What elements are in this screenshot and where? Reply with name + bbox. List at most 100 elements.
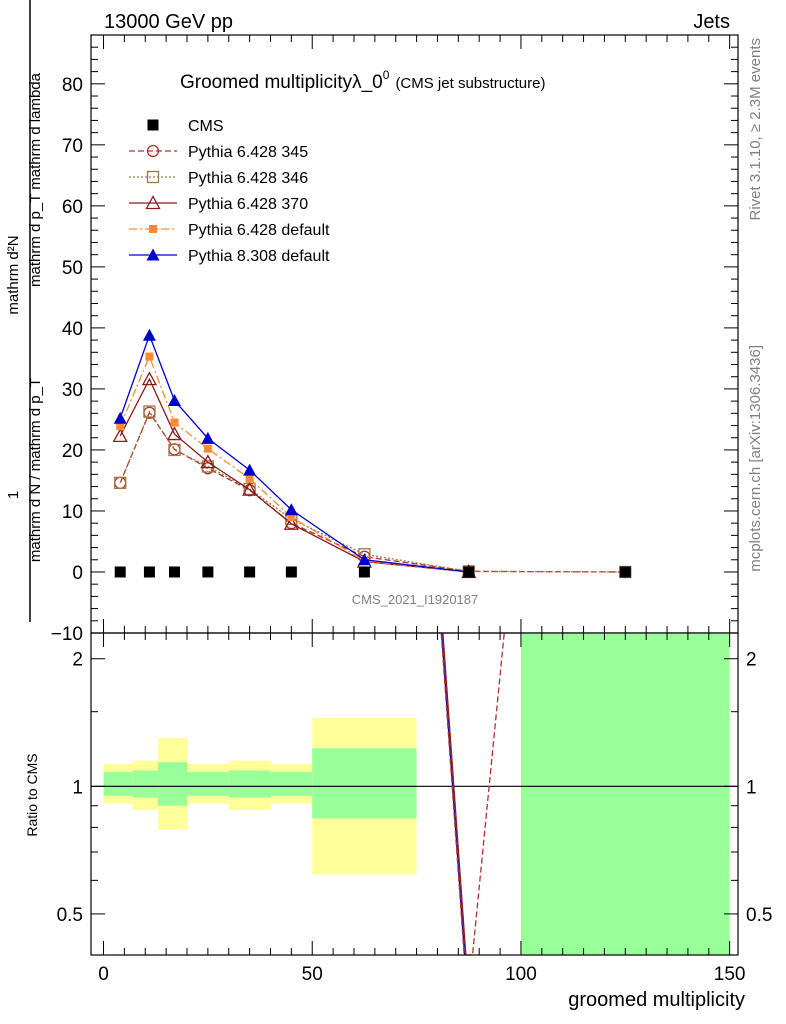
series-line-2 [119,410,626,573]
legend-marker-5 [146,248,160,261]
legend-label-4: Pythia 6.428 default [188,222,330,239]
legend-marker-2 [146,170,160,184]
series-2-point-2 [168,443,181,457]
x-axis-label: groomed multiplicity [568,989,745,1011]
series-0-point-0 [114,566,126,578]
main-y-tick-label: 50 [62,258,83,279]
ratio-inner-band-1 [132,770,158,798]
legend-marker-3 [145,195,161,210]
ratio-inner-band-3 [187,772,229,796]
ratio-inner-band-4 [228,770,271,798]
legend-marker-4 [149,225,157,233]
series-2-point-1 [143,405,156,418]
main-y-tick-label: 60 [62,197,83,218]
header-energy-label: 13000 GeV pp [104,11,233,33]
ylabel-numerator: mathrm d p_T mathrm d lambda [27,72,44,287]
ratio-series-line-2 [440,632,505,956]
series-3-point-5 [283,515,299,530]
series-line-4 [119,354,469,573]
series-line-1 [119,411,626,573]
legend-label-2: Pythia 6.428 346 [188,170,308,187]
ratio-inner-band-2 [157,762,188,806]
main-y-tick-label: 70 [62,136,83,157]
ratio-y-tick-label: 1 [72,777,83,798]
series-4-point-5 [287,513,296,522]
plot-title-superscript: 0 [383,68,390,82]
main-y-tick-label: −10 [51,624,83,645]
header-jets-label: Jets [693,11,730,33]
series-5-point-4 [243,463,257,476]
ratio-y-tick-label-right: 1 [746,777,757,798]
legend-marker-0 [147,119,159,131]
series-0-point-4 [244,566,256,578]
series-3-point-3 [200,454,216,469]
ratio-y-tick-label-right: 2 [746,650,757,671]
series-4-point-0 [116,422,125,431]
legend-label-5: Pythia 8.308 default [188,248,330,265]
main-y-tick-label: 80 [62,75,83,96]
series-0-point-6 [358,566,370,578]
main-y-tick-label: 40 [62,319,83,340]
ylabel-one: 1 [5,491,22,499]
x-tick-label: 150 [714,964,746,985]
main-y-axis-label: mathrm d²N mathrm d p_T mathrm d lambda … [5,0,44,622]
plot-title-main: Groomed multiplicityλ_0 [180,72,383,93]
series-5-point-5 [284,503,298,516]
series-2-point-0 [114,476,127,490]
x-tick-label: 0 [98,964,109,985]
main-y-tick-label: 20 [62,441,83,462]
ylabel-denominator: mathrm d N / mathrm d p_T [27,378,44,562]
ylabel-numerator-top: mathrm d²N [5,235,22,314]
analysis-watermark: CMS_2021_I1920187 [352,592,479,607]
ratio-series-line-1 [442,632,467,956]
series-0-point-3 [202,566,214,578]
legend-label-0: CMS [188,118,224,135]
series-line-5 [119,333,469,573]
legend: CMS Pythia 6.428 345 Pythia 6.428 346 Pythi… [129,118,330,265]
series-5-point-2 [167,394,181,407]
main-y-tick-label: 10 [62,502,83,523]
legend-label-1: Pythia 6.428 345 [188,144,308,161]
ratio-y-tick-label: 2 [72,650,83,671]
ratio-inner-band-6 [312,748,417,819]
series-3-point-4 [242,481,258,496]
series-4-point-3 [203,444,212,453]
series-4-point-2 [170,418,179,427]
series-3-point-0 [112,428,128,443]
series-0-point-5 [285,566,297,578]
series-4-point-1 [145,352,154,361]
ratio-inner-band-5 [270,772,313,796]
series-5-point-3 [201,431,215,444]
ratio-inner-band-7 [520,633,730,955]
series-3-point-1 [141,371,158,386]
series-3-point-2 [166,426,183,441]
ratio-y-tick-label: 0.5 [57,905,83,926]
series-5-point-0 [113,411,127,424]
main-y-tick-label: 0 [72,563,83,584]
ratio-series-line-0 [440,632,466,956]
mcplots-credit-label: mcplots.cern.ch [arXiv:1306.3436] [747,345,764,572]
plot-title: Groomed multiplicityλ_00 (CMS jet substru… [180,68,545,93]
series-0-point-2 [168,566,180,578]
ratio-plot-frame [90,632,739,956]
plot-title-subtitle: (CMS jet substructure) [395,75,545,92]
ratio-inner-band-0 [103,772,133,796]
legend-marker-1 [146,144,160,158]
x-tick-label: 100 [505,964,537,985]
ratio-y-tick-label-right: 0.5 [746,905,772,926]
series-line-3 [119,377,469,573]
series-4-point-4 [245,474,254,483]
main-plot-panel: −10 0 10 20 30 40 50 60 70 80 [51,34,739,645]
rivet-version-label: Rivet 3.1.10, ≥ 2.3M events [747,38,764,221]
legend-label-3: Pythia 6.428 370 [188,196,308,213]
x-tick-label: 50 [302,964,323,985]
series-5-point-1 [142,328,156,341]
ratio-y-axis-label: Ratio to CMS [24,753,40,836]
ratio-plot-panel: 0 50 100 150 0.5 0.5 1 1 2 2 [57,632,772,985]
series-0-point-8 [619,566,631,578]
series-0-point-7 [463,566,475,578]
main-y-tick-label: 30 [62,380,83,401]
series-5-point-6 [357,553,371,566]
series-0-point-1 [143,566,155,578]
